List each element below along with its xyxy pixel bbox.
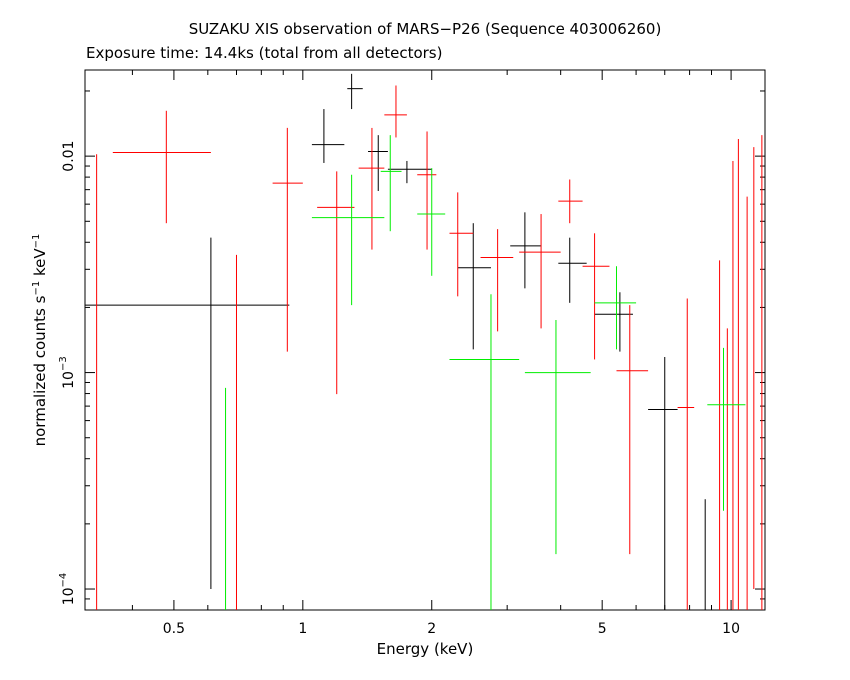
x-tick-label: 2 [427,621,436,637]
series-2 [225,135,746,610]
chart-title: SUZAKU XIS observation of MARS−P26 (Sequ… [188,20,662,38]
data-point [347,73,363,110]
y-tick-label: 10−3 [58,356,77,389]
y-tick-label: 0.01 [61,141,77,172]
data-point [457,223,491,350]
data-point [648,357,678,610]
data-point [594,266,637,350]
data-point [387,160,432,184]
data-point [112,110,211,224]
data-point [707,347,746,511]
series-1 [96,85,763,610]
data-point [384,85,407,138]
data-point [272,127,303,352]
data-point [311,174,385,306]
axis-tick-labels: 0.5 1 2 5 10 10−4 10−3 0.01 [58,141,740,637]
x-tick-label: 5 [598,621,607,637]
data-point [449,192,474,297]
data-point [368,135,388,192]
data-point [558,179,583,224]
data-point [449,294,520,610]
data-point [677,298,695,610]
data-point [558,237,587,303]
y-axis-label-main: normalized counts s [31,295,49,447]
data-point [380,135,402,232]
data-point [480,229,514,332]
y-axis-label-sup1: −1 [31,280,42,296]
plot-frame [84,69,766,611]
data-point [524,319,591,555]
data-point [311,109,345,163]
x-tick-label: 10 [722,621,740,637]
data-point [582,233,610,360]
data-point [519,214,561,329]
data-series-group [85,73,763,610]
data-point [594,292,633,352]
axis-ticks [85,70,765,611]
data-point [358,127,385,250]
data-point [510,212,542,289]
data-point [317,171,355,395]
x-axis-label: Energy (keV) [376,640,474,658]
y-tick-label: 10−4 [58,573,77,606]
chart-subtitle: Exposure time: 14.4ks (total from all de… [86,44,443,62]
data-point [417,168,446,276]
data-point [616,305,649,555]
x-tick-label: 1 [298,621,307,637]
y-axis-label-mid: keV [31,248,49,281]
x-tick-label: 0.5 [163,621,185,637]
y-axis-label-sup2: −1 [31,233,42,249]
data-point [85,237,290,590]
series-0 [85,73,706,610]
y-axis-label: normalized counts s−1 keV−1 [31,234,49,447]
data-point [417,131,437,250]
